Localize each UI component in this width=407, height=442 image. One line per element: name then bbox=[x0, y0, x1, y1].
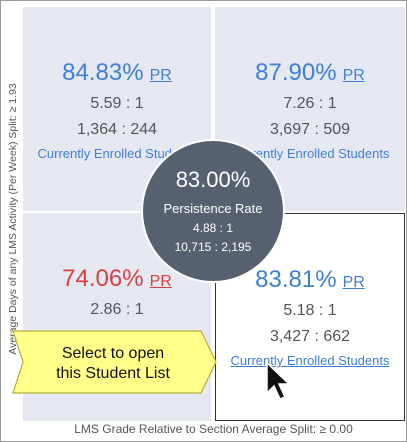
rate: 74.06% bbox=[62, 265, 144, 292]
rate: 83.81% bbox=[255, 266, 337, 293]
rate-line: 84.83% PR bbox=[23, 59, 211, 91]
center-rate: 83.00% bbox=[175, 167, 251, 192]
pr-link[interactable]: PR bbox=[149, 67, 172, 84]
x-axis-label: LMS Grade Relative to Section Average Sp… bbox=[74, 422, 353, 436]
rate-line: 87.90% PR bbox=[215, 59, 405, 91]
summary-circle: 83.00% Persistence Rate 4.88 : 1 10,715 … bbox=[141, 139, 285, 283]
cursor bbox=[266, 361, 291, 400]
center-ratio: 4.88 : 1 bbox=[192, 221, 234, 235]
rate-line: 83.81% PR bbox=[216, 266, 404, 298]
counts: 3,697 : 509 bbox=[269, 121, 351, 138]
ratio: 2.86 : 1 bbox=[90, 301, 144, 318]
tooltip-shape bbox=[12, 330, 217, 394]
pr-link[interactable]: PR bbox=[342, 274, 365, 291]
tooltip-line: Select to open bbox=[62, 345, 164, 362]
ratio: 7.26 : 1 bbox=[283, 95, 337, 112]
ratio: 5.18 : 1 bbox=[283, 302, 337, 319]
rate: 87.90% bbox=[255, 59, 337, 86]
student-list-link[interactable]: Currently Enrolled Students bbox=[37, 146, 197, 161]
counts: 3,427 : 662 bbox=[269, 328, 351, 345]
student-list-link[interactable]: Currently Enrolled Students bbox=[230, 146, 390, 161]
pr-link[interactable]: PR bbox=[342, 67, 365, 84]
ratio: 5.59 : 1 bbox=[90, 95, 144, 112]
student-list-link[interactable]: Currently Enrolled Students bbox=[230, 353, 390, 368]
quadrant[interactable]: 84.83% PR 5.59 : 1 1,364 : 244 Currently Enr… bbox=[23, 7, 211, 211]
rate-line: 74.06% PR bbox=[23, 265, 211, 297]
tooltip-line: this Student List bbox=[56, 365, 170, 382]
center-counts: 10,715 : 2,195 bbox=[174, 240, 252, 254]
counts: 1,364 : 244 bbox=[76, 121, 158, 138]
pr-link[interactable]: PR bbox=[149, 273, 172, 290]
rate: 84.83% bbox=[62, 59, 144, 86]
center-label: Persistence Rate bbox=[163, 201, 263, 216]
